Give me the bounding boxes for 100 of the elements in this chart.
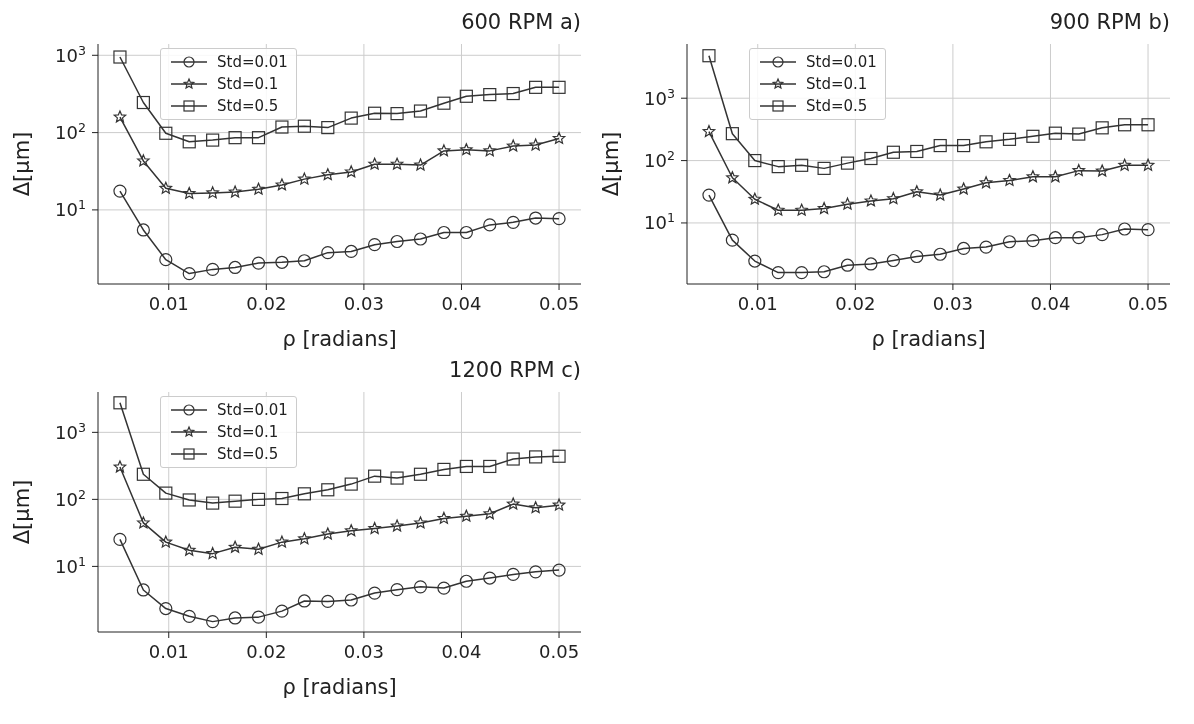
x-tick-label: 0.03 bbox=[343, 293, 384, 315]
point bbox=[483, 459, 497, 474]
point bbox=[390, 107, 404, 121]
point bbox=[552, 449, 566, 463]
x-tick-label: 0.02 bbox=[246, 293, 287, 315]
point bbox=[275, 120, 289, 134]
point bbox=[182, 135, 196, 149]
x-tick-label: 0.03 bbox=[932, 293, 973, 315]
point bbox=[159, 253, 173, 267]
point bbox=[182, 609, 196, 623]
point bbox=[886, 253, 900, 268]
point bbox=[251, 256, 266, 270]
point bbox=[297, 119, 311, 133]
point bbox=[748, 254, 762, 268]
y-tick-label: 10$^{3}$ bbox=[55, 419, 86, 443]
point bbox=[1118, 222, 1132, 236]
point bbox=[298, 172, 311, 185]
point bbox=[206, 186, 219, 199]
point bbox=[1026, 129, 1040, 143]
point bbox=[368, 521, 381, 535]
point bbox=[321, 527, 335, 540]
point bbox=[228, 260, 242, 275]
point bbox=[252, 182, 265, 195]
point bbox=[228, 540, 242, 553]
point bbox=[298, 532, 311, 545]
point bbox=[297, 487, 311, 501]
point bbox=[1095, 228, 1109, 242]
point bbox=[957, 138, 971, 153]
point bbox=[182, 543, 196, 556]
x-tick-label: 0.04 bbox=[1030, 293, 1071, 315]
point bbox=[137, 516, 150, 529]
y-tick-label: 10$^{1}$ bbox=[55, 553, 86, 577]
point bbox=[113, 184, 127, 198]
point bbox=[182, 493, 196, 507]
point bbox=[275, 604, 289, 618]
point bbox=[529, 138, 542, 151]
point bbox=[483, 571, 497, 585]
point bbox=[137, 154, 150, 167]
point bbox=[321, 121, 335, 135]
point bbox=[228, 185, 242, 198]
point bbox=[113, 396, 127, 410]
point bbox=[1048, 126, 1062, 140]
x-tick-label: 0.02 bbox=[835, 293, 876, 315]
point bbox=[529, 211, 543, 225]
point bbox=[321, 594, 335, 609]
point bbox=[182, 186, 196, 199]
point bbox=[1072, 127, 1086, 141]
point bbox=[344, 524, 358, 537]
point bbox=[413, 580, 428, 594]
y-axis-title: Δ[μm] bbox=[599, 131, 624, 197]
point bbox=[459, 225, 473, 240]
point bbox=[459, 89, 473, 103]
point bbox=[725, 127, 739, 141]
point bbox=[910, 185, 924, 198]
point bbox=[206, 496, 220, 510]
point bbox=[206, 615, 220, 629]
point bbox=[136, 95, 150, 110]
point bbox=[228, 131, 242, 145]
y-tick-label: 10$^{2}$ bbox=[55, 486, 86, 510]
point bbox=[321, 168, 335, 181]
point bbox=[275, 255, 289, 269]
point bbox=[460, 509, 473, 522]
point bbox=[957, 182, 970, 195]
point bbox=[841, 197, 854, 210]
point bbox=[1026, 170, 1040, 183]
point bbox=[529, 450, 543, 464]
point bbox=[483, 88, 497, 102]
point bbox=[748, 153, 762, 168]
point bbox=[182, 266, 196, 281]
y-tick-label: 10$^{2}$ bbox=[644, 147, 675, 171]
x-tick-label: 0.01 bbox=[148, 641, 189, 663]
point bbox=[1141, 158, 1155, 171]
x-tick-label: 0.04 bbox=[441, 293, 482, 315]
x-tick-label: 0.01 bbox=[737, 293, 778, 315]
point bbox=[228, 494, 242, 508]
point bbox=[413, 467, 428, 481]
x-tick-label: 0.01 bbox=[148, 293, 189, 315]
point bbox=[506, 139, 520, 152]
point bbox=[159, 181, 173, 194]
point bbox=[437, 462, 451, 476]
point bbox=[910, 144, 924, 159]
point bbox=[413, 104, 428, 118]
point bbox=[228, 611, 242, 625]
point bbox=[159, 486, 173, 500]
point bbox=[206, 262, 220, 276]
point bbox=[506, 567, 520, 581]
point bbox=[483, 507, 497, 520]
legend-label: Std=0.01 bbox=[217, 53, 288, 71]
point bbox=[483, 144, 497, 157]
point bbox=[251, 610, 266, 624]
point bbox=[344, 244, 358, 259]
point bbox=[297, 254, 311, 268]
point bbox=[979, 240, 993, 254]
point bbox=[1026, 234, 1040, 248]
x-axis-title: ρ [radians] bbox=[282, 327, 397, 351]
point bbox=[275, 491, 289, 506]
chart-title: 900 RPM b) bbox=[1048, 9, 1171, 36]
point bbox=[344, 165, 358, 178]
point bbox=[437, 96, 451, 110]
point bbox=[933, 188, 947, 201]
